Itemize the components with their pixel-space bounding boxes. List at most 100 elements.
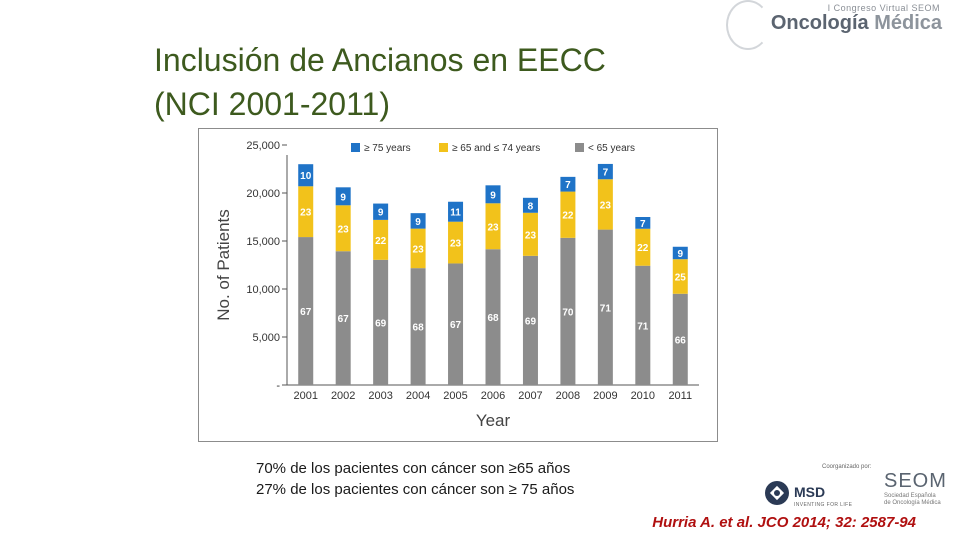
congress-name-second: Médica bbox=[868, 12, 942, 34]
bar-data-label: 71 bbox=[600, 303, 612, 314]
bar-segment bbox=[597, 163, 613, 180]
x-tick-label: 2004 bbox=[406, 390, 430, 402]
bar-data-label: 10 bbox=[300, 171, 312, 182]
bar-segment bbox=[373, 259, 389, 385]
bar-segment bbox=[373, 219, 389, 260]
bar-data-label: 9 bbox=[415, 217, 421, 228]
bar-data-label: 71 bbox=[637, 321, 649, 332]
coorganized-label: Coorganizado por: bbox=[822, 464, 872, 470]
msd-name: MSD bbox=[794, 484, 826, 500]
seom-subtitle: Sociedad Española de Oncología Médica bbox=[884, 493, 941, 506]
legend-label: ≥ 75 years bbox=[364, 143, 411, 154]
x-tick-label: 2010 bbox=[631, 390, 655, 402]
bar-data-label: 7 bbox=[565, 180, 571, 191]
x-tick-label: 2006 bbox=[481, 390, 505, 402]
bar-data-label: 9 bbox=[677, 249, 683, 260]
msd-mark-icon bbox=[765, 481, 789, 505]
legend-label: ≥ 65 and ≤ 74 years bbox=[452, 143, 540, 154]
bar-data-label: 67 bbox=[450, 320, 462, 331]
y-tick-label: 25,000 bbox=[246, 140, 280, 152]
bar-data-label: 69 bbox=[525, 316, 537, 327]
x-axis-title: Year bbox=[476, 411, 511, 430]
bar-segment bbox=[560, 191, 576, 238]
stacked-bar-chart: - 5,000 10,000 15,000 20,000 25,000 No. of Pat… bbox=[214, 140, 699, 430]
stats-block: 70% de los pacientes con cáncer son ≥65 … bbox=[256, 458, 574, 500]
bar-segment bbox=[410, 268, 426, 385]
bar-segment bbox=[298, 237, 314, 385]
x-tick-label: 2009 bbox=[593, 390, 617, 402]
bar-data-label: 23 bbox=[300, 208, 312, 219]
congress-name: Oncología Médica bbox=[771, 12, 942, 35]
chart-frame: - 5,000 10,000 15,000 20,000 25,000 No. of Pat… bbox=[198, 128, 718, 442]
bar-segment bbox=[560, 237, 576, 385]
stat-line-65: 70% de los pacientes con cáncer son ≥65 … bbox=[256, 460, 571, 477]
x-tick-label: 2008 bbox=[556, 390, 580, 402]
x-tick-label: 2002 bbox=[331, 390, 355, 402]
slide-title: Inclusión de Ancianos en EECC (NCI 2001-… bbox=[154, 42, 606, 122]
congress-name-first: Oncología bbox=[770, 12, 869, 34]
bar-segment bbox=[635, 228, 651, 266]
citation: Hurria A. et al. JCO 2014; 32: 2587-94 bbox=[652, 514, 916, 531]
bar-data-label: 11 bbox=[450, 208, 461, 219]
bar-segment bbox=[672, 259, 688, 294]
bar-segment bbox=[485, 203, 501, 250]
legend-label: < 65 years bbox=[588, 143, 635, 154]
y-tick-label: 20,000 bbox=[246, 188, 280, 200]
bar-data-label: 23 bbox=[600, 200, 612, 211]
x-tick-label: 2011 bbox=[668, 390, 692, 402]
bar-segment bbox=[335, 187, 351, 206]
bar-data-label: 66 bbox=[675, 335, 687, 346]
bar-data-label: 68 bbox=[487, 313, 499, 324]
y-tick-label: - bbox=[276, 380, 280, 392]
bar-data-label: 9 bbox=[378, 208, 384, 219]
y-tick-label: 5,000 bbox=[252, 332, 280, 344]
bar-segment bbox=[672, 246, 688, 260]
y-tick-label: 10,000 bbox=[246, 284, 280, 296]
bar-data-label: 25 bbox=[675, 272, 687, 283]
x-tick-label: 2005 bbox=[443, 390, 467, 402]
legend-swatch bbox=[575, 143, 584, 152]
bar-data-label: 67 bbox=[300, 307, 312, 318]
stat-line-75: 27% de los pacientes con cáncer son ≥ 75… bbox=[256, 481, 575, 498]
bar-segment bbox=[410, 213, 426, 229]
logo-swoosh-icon bbox=[726, 0, 770, 50]
bar-segment bbox=[522, 212, 538, 256]
bar-data-label: 22 bbox=[375, 236, 387, 247]
seom-logo: SEOM Sociedad Española de Oncología Médi… bbox=[884, 470, 954, 514]
bar-data-label: 7 bbox=[640, 219, 646, 230]
bar-segment bbox=[410, 228, 426, 269]
bar-segment bbox=[448, 221, 464, 264]
bar-segment bbox=[672, 293, 688, 385]
bar-segment bbox=[635, 217, 651, 229]
bar-segment bbox=[298, 186, 314, 238]
bar-data-label: 23 bbox=[525, 230, 537, 241]
bar-data-label: 7 bbox=[603, 168, 609, 179]
x-tick-label: 2003 bbox=[368, 390, 392, 402]
bar-segment bbox=[597, 179, 613, 230]
bar-segment bbox=[560, 176, 576, 192]
bar-segment bbox=[335, 205, 351, 252]
bar-data-label: 70 bbox=[562, 307, 574, 318]
bar-data-label: 67 bbox=[338, 314, 350, 325]
bar-data-label: 23 bbox=[338, 224, 350, 235]
bar-segment bbox=[448, 201, 464, 222]
bar-data-label: 9 bbox=[490, 190, 496, 201]
bar-segment bbox=[448, 263, 464, 385]
x-tick-label: 2001 bbox=[293, 390, 317, 402]
bar-data-label: 23 bbox=[413, 244, 425, 255]
bar-segment bbox=[522, 197, 538, 213]
y-tick-label: 15,000 bbox=[246, 236, 280, 248]
bar-data-label: 22 bbox=[637, 243, 649, 254]
legend-swatch bbox=[351, 143, 360, 152]
y-axis-title: No. of Patients bbox=[214, 209, 233, 321]
bar-data-label: 23 bbox=[450, 239, 462, 250]
bar-segment bbox=[635, 265, 651, 385]
bar-segment bbox=[485, 249, 501, 385]
legend-swatch bbox=[439, 143, 448, 152]
bar-data-label: 23 bbox=[487, 222, 499, 233]
bar-data-label: 69 bbox=[375, 318, 387, 329]
msd-logo: MSD INVENTING FOR LIFE bbox=[764, 478, 884, 512]
bar-segment bbox=[373, 203, 389, 220]
congress-label: I Congreso Virtual SEOM bbox=[827, 3, 940, 13]
bar-data-label: 68 bbox=[413, 323, 425, 334]
